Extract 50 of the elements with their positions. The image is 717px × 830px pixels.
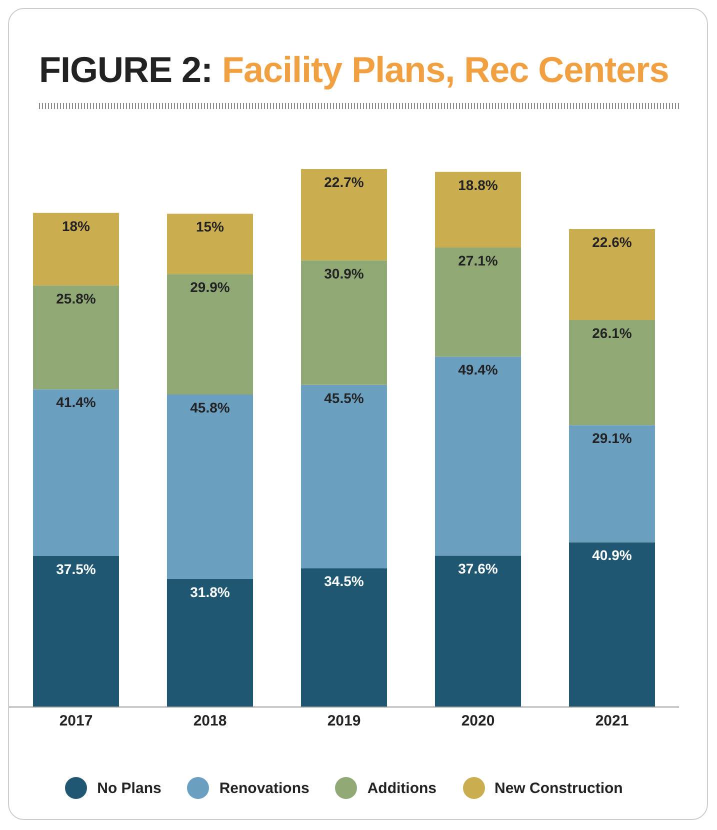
data-label: 18%	[62, 218, 91, 234]
bar	[569, 229, 655, 320]
data-label: 30.9%	[324, 265, 364, 282]
bar	[301, 384, 387, 568]
legend-label: Additions	[366, 778, 436, 798]
data-label: 26.1%	[592, 324, 632, 341]
data-label: 34.5%	[324, 573, 364, 590]
bar	[167, 274, 253, 395]
bar	[301, 169, 387, 260]
legend-label: New Construction	[494, 778, 623, 798]
chart-title: FIGURE 2: Facility Plans, Rec Centers	[39, 49, 669, 90]
data-label: 45.5%	[324, 390, 364, 406]
x-tick-label: 2021	[595, 712, 629, 730]
data-label: 22.7%	[324, 174, 364, 190]
legend-label: Renovations	[218, 778, 310, 798]
legend-label: No Plans	[96, 778, 162, 798]
bar	[435, 356, 521, 556]
bar	[33, 556, 119, 707]
bar	[167, 214, 253, 274]
bar	[569, 320, 655, 426]
bar	[301, 568, 387, 707]
data-label: 15%	[196, 218, 225, 235]
data-label: 45.8%	[190, 399, 230, 416]
bar	[301, 260, 387, 385]
data-label: 40.9%	[592, 547, 632, 564]
bar	[435, 248, 521, 357]
bar	[167, 394, 253, 579]
bar	[435, 172, 521, 248]
bar	[569, 425, 655, 542]
data-label: 29.9%	[190, 279, 230, 296]
bar	[167, 578, 253, 707]
data-label: 49.4%	[458, 362, 498, 378]
bar	[33, 285, 119, 390]
data-label: 31.8%	[190, 584, 230, 600]
data-label: 37.5%	[56, 560, 96, 577]
bar	[435, 556, 521, 707]
data-label: 27.1%	[458, 252, 498, 268]
data-label: 37.6%	[458, 560, 498, 577]
bar	[33, 212, 119, 286]
bar	[569, 542, 655, 707]
x-tick-label: 2018	[193, 712, 227, 730]
x-tick-label: 2019	[327, 712, 361, 730]
data-label: 29.1%	[592, 430, 632, 446]
data-label: 18.8%	[458, 176, 498, 193]
bar	[33, 389, 119, 556]
x-tick-label: 2020	[461, 712, 495, 730]
data-label: 41.4%	[56, 394, 96, 410]
x-tick-label: 2017	[59, 712, 93, 730]
data-label: 22.6%	[592, 234, 632, 250]
data-label: 25.8%	[56, 290, 96, 306]
